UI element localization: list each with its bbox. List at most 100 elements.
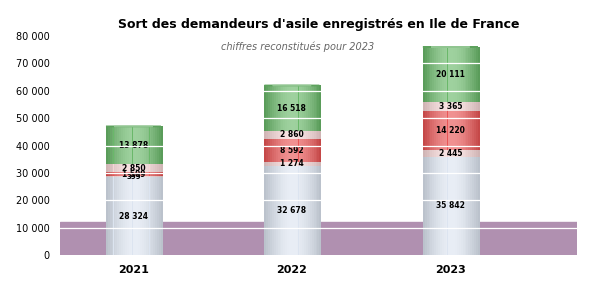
Text: 20 111: 20 111 <box>436 70 465 79</box>
Polygon shape <box>264 162 267 166</box>
Polygon shape <box>291 139 293 162</box>
Polygon shape <box>446 102 447 111</box>
Polygon shape <box>117 126 119 164</box>
Polygon shape <box>478 111 480 150</box>
Polygon shape <box>440 157 442 255</box>
Polygon shape <box>287 85 289 131</box>
Polygon shape <box>285 166 287 255</box>
Polygon shape <box>157 178 159 255</box>
Polygon shape <box>295 162 296 166</box>
Polygon shape <box>478 150 480 157</box>
Text: 28 324: 28 324 <box>119 212 148 221</box>
Polygon shape <box>310 139 312 162</box>
Polygon shape <box>463 157 465 255</box>
Polygon shape <box>291 162 293 166</box>
Title: Sort des demandeurs d'asile enregistrés en Ile de France: Sort des demandeurs d'asile enregistrés … <box>118 18 519 31</box>
Polygon shape <box>446 111 447 150</box>
Polygon shape <box>449 102 451 111</box>
Polygon shape <box>459 111 461 150</box>
Polygon shape <box>264 85 320 131</box>
Polygon shape <box>283 139 285 162</box>
Polygon shape <box>267 131 268 139</box>
Polygon shape <box>272 139 274 162</box>
Polygon shape <box>452 102 453 111</box>
Polygon shape <box>60 232 577 255</box>
Polygon shape <box>465 102 466 111</box>
Polygon shape <box>119 178 121 255</box>
Polygon shape <box>123 172 125 176</box>
Polygon shape <box>293 166 295 255</box>
Polygon shape <box>161 178 163 255</box>
Polygon shape <box>304 85 306 131</box>
Polygon shape <box>449 157 451 255</box>
Polygon shape <box>129 172 130 176</box>
Polygon shape <box>461 47 463 102</box>
Polygon shape <box>121 164 123 172</box>
Polygon shape <box>476 150 478 157</box>
Polygon shape <box>138 164 140 172</box>
Polygon shape <box>127 178 129 255</box>
Polygon shape <box>280 166 281 255</box>
Polygon shape <box>155 172 157 176</box>
Polygon shape <box>114 176 115 178</box>
Polygon shape <box>159 178 161 255</box>
Polygon shape <box>276 166 278 255</box>
Polygon shape <box>272 85 274 131</box>
Polygon shape <box>423 47 478 102</box>
Polygon shape <box>476 102 478 111</box>
Polygon shape <box>449 111 451 150</box>
Polygon shape <box>131 164 133 172</box>
Polygon shape <box>133 172 134 176</box>
Polygon shape <box>431 102 433 111</box>
Polygon shape <box>268 166 270 255</box>
Polygon shape <box>289 162 291 166</box>
Polygon shape <box>306 139 308 162</box>
Polygon shape <box>302 139 304 162</box>
Polygon shape <box>268 139 270 162</box>
Polygon shape <box>123 176 125 178</box>
Polygon shape <box>283 85 285 131</box>
Polygon shape <box>318 85 320 131</box>
Text: 1 274: 1 274 <box>280 159 304 168</box>
Polygon shape <box>315 166 317 255</box>
Polygon shape <box>264 139 320 162</box>
Polygon shape <box>161 126 163 164</box>
Polygon shape <box>457 47 459 102</box>
Polygon shape <box>161 176 163 178</box>
Polygon shape <box>457 157 459 255</box>
Polygon shape <box>117 164 119 172</box>
Polygon shape <box>444 150 446 157</box>
Polygon shape <box>297 139 299 162</box>
Polygon shape <box>295 139 296 162</box>
Polygon shape <box>291 85 293 131</box>
Polygon shape <box>308 166 310 255</box>
Polygon shape <box>318 131 320 139</box>
Polygon shape <box>308 85 310 131</box>
Polygon shape <box>285 139 287 162</box>
Polygon shape <box>155 178 157 255</box>
Polygon shape <box>149 172 151 176</box>
Polygon shape <box>121 178 123 255</box>
Polygon shape <box>106 172 108 176</box>
Polygon shape <box>436 47 438 102</box>
Polygon shape <box>472 102 474 111</box>
Polygon shape <box>283 131 285 139</box>
Polygon shape <box>119 172 121 176</box>
Polygon shape <box>133 164 134 172</box>
Polygon shape <box>134 178 136 255</box>
Polygon shape <box>304 131 306 139</box>
Polygon shape <box>474 47 476 102</box>
Polygon shape <box>280 162 281 166</box>
Polygon shape <box>280 139 281 162</box>
Text: 2 445: 2 445 <box>439 149 462 158</box>
Polygon shape <box>457 111 459 150</box>
Polygon shape <box>314 139 315 162</box>
Polygon shape <box>440 150 442 157</box>
Polygon shape <box>444 102 446 111</box>
Polygon shape <box>295 166 296 255</box>
Polygon shape <box>461 157 463 255</box>
Polygon shape <box>149 178 151 255</box>
Polygon shape <box>446 150 447 157</box>
Polygon shape <box>468 111 470 150</box>
Polygon shape <box>106 164 108 172</box>
